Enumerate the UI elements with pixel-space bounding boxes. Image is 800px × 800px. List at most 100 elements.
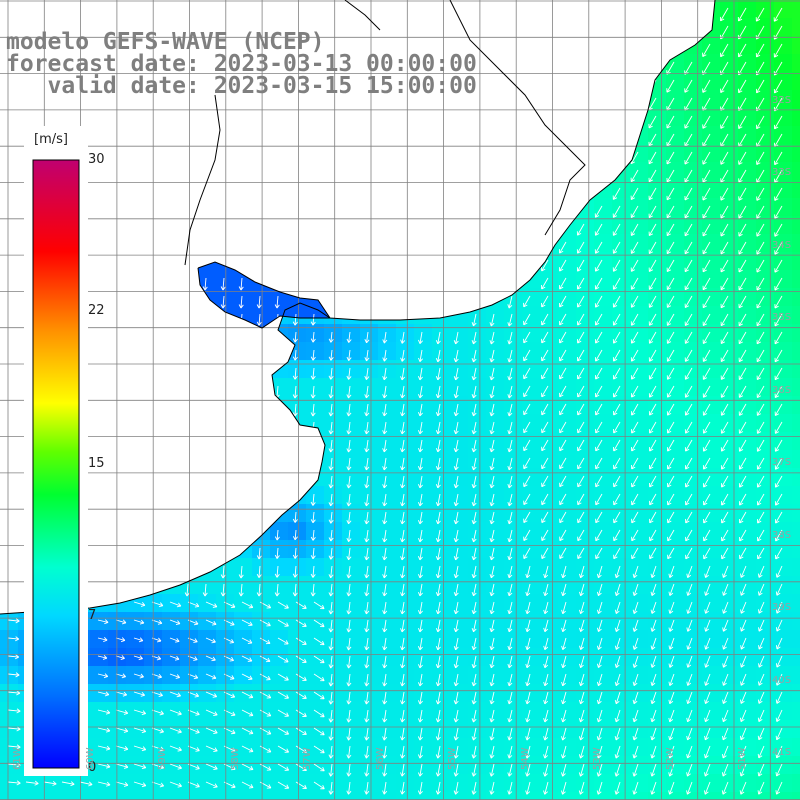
- wind-speed-cell: [756, 414, 774, 432]
- wind-speed-cell: [792, 360, 800, 378]
- wind-speed-cell: [504, 396, 522, 414]
- wind-speed-cell: [504, 360, 522, 378]
- wind-speed-cell: [576, 270, 594, 288]
- wind-speed-cell: [756, 72, 774, 90]
- wind-speed-cell: [486, 576, 504, 594]
- wind-speed-cell: [684, 522, 702, 540]
- wind-speed-cell: [666, 414, 684, 432]
- wind-speed-cell: [324, 486, 342, 504]
- wind-speed-cell: [450, 576, 468, 594]
- wind-speed-cell: [756, 108, 774, 126]
- wind-speed-cell: [414, 792, 432, 800]
- wind-speed-cell: [648, 792, 666, 800]
- wind-speed-cell: [792, 180, 800, 198]
- wind-speed-cell: [630, 288, 648, 306]
- wind-speed-cell: [648, 576, 666, 594]
- wind-speed-cell: [360, 468, 378, 486]
- wind-speed-cell: [594, 684, 612, 702]
- wind-speed-cell: [486, 738, 504, 756]
- wind-speed-cell: [396, 720, 414, 738]
- wind-speed-cell: [486, 648, 504, 666]
- wind-speed-cell: [792, 648, 800, 666]
- wind-speed-cell: [216, 720, 234, 738]
- wind-speed-cell: [378, 378, 396, 396]
- wind-speed-cell: [684, 288, 702, 306]
- wind-speed-cell: [576, 360, 594, 378]
- wind-speed-cell: [576, 522, 594, 540]
- wind-speed-cell: [666, 72, 684, 90]
- wind-speed-cell: [612, 576, 630, 594]
- wind-speed-cell: [504, 486, 522, 504]
- wind-speed-cell: [666, 522, 684, 540]
- wind-speed-cell: [576, 720, 594, 738]
- wind-speed-cell: [558, 558, 576, 576]
- wind-speed-cell: [792, 720, 800, 738]
- wind-speed-cell: [684, 576, 702, 594]
- wind-speed-cell: [252, 558, 270, 576]
- wind-speed-cell: [504, 648, 522, 666]
- wind-speed-cell: [648, 738, 666, 756]
- wind-speed-cell: [180, 720, 198, 738]
- wind-speed-cell: [774, 108, 792, 126]
- wind-speed-cell: [702, 504, 720, 522]
- wind-speed-cell: [756, 540, 774, 558]
- wind-speed-cell: [432, 594, 450, 612]
- wind-speed-cell: [648, 558, 666, 576]
- wind-speed-cell: [216, 648, 234, 666]
- wind-speed-cell: [522, 378, 540, 396]
- wind-speed-cell: [450, 612, 468, 630]
- wind-speed-cell: [774, 684, 792, 702]
- wind-speed-cell: [90, 792, 108, 800]
- wind-speed-cell: [126, 756, 144, 774]
- wind-speed-cell: [522, 360, 540, 378]
- wind-speed-cell: [576, 666, 594, 684]
- wind-speed-cell: [342, 702, 360, 720]
- wind-speed-cell: [342, 720, 360, 738]
- wind-speed-cell: [558, 270, 576, 288]
- wind-speed-cell: [630, 342, 648, 360]
- wind-speed-cell: [558, 450, 576, 468]
- wind-speed-cell: [774, 54, 792, 72]
- wind-speed-cell: [720, 90, 738, 108]
- wind-speed-cell: [720, 270, 738, 288]
- lon-label: 61W: [12, 747, 23, 770]
- wind-speed-cell: [648, 756, 666, 774]
- wind-speed-cell: [342, 540, 360, 558]
- wind-speed-cell: [540, 540, 558, 558]
- wind-speed-cell: [540, 702, 558, 720]
- wind-speed-cell: [792, 504, 800, 522]
- wind-speed-cell: [288, 558, 306, 576]
- wind-speed-cell: [576, 594, 594, 612]
- wind-speed-cell: [792, 306, 800, 324]
- wind-speed-cell: [756, 468, 774, 486]
- wind-speed-cell: [414, 540, 432, 558]
- wind-speed-cell: [594, 792, 612, 800]
- wind-speed-cell: [684, 666, 702, 684]
- wind-speed-cell: [756, 324, 774, 342]
- wind-speed-cell: [702, 270, 720, 288]
- wind-speed-cell: [198, 720, 216, 738]
- wind-speed-cell: [666, 198, 684, 216]
- wind-speed-cell: [666, 720, 684, 738]
- wind-speed-cell: [468, 468, 486, 486]
- wind-speed-cell: [666, 360, 684, 378]
- wind-speed-cell: [468, 756, 486, 774]
- wind-speed-cell: [792, 252, 800, 270]
- wind-speed-cell: [378, 540, 396, 558]
- wind-speed-cell: [450, 594, 468, 612]
- wind-speed-cell: [522, 306, 540, 324]
- wind-speed-cell: [324, 378, 342, 396]
- wind-speed-cell: [396, 504, 414, 522]
- wind-speed-cell: [738, 108, 756, 126]
- wind-speed-cell: [450, 450, 468, 468]
- wind-speed-cell: [666, 270, 684, 288]
- wind-speed-cell: [684, 504, 702, 522]
- wind-speed-cell: [702, 234, 720, 252]
- wind-speed-cell: [396, 792, 414, 800]
- wind-speed-cell: [324, 684, 342, 702]
- wind-speed-cell: [540, 504, 558, 522]
- wind-speed-cell: [648, 396, 666, 414]
- wind-speed-cell: [702, 396, 720, 414]
- wind-speed-cell: [360, 360, 378, 378]
- wind-speed-cell: [468, 414, 486, 432]
